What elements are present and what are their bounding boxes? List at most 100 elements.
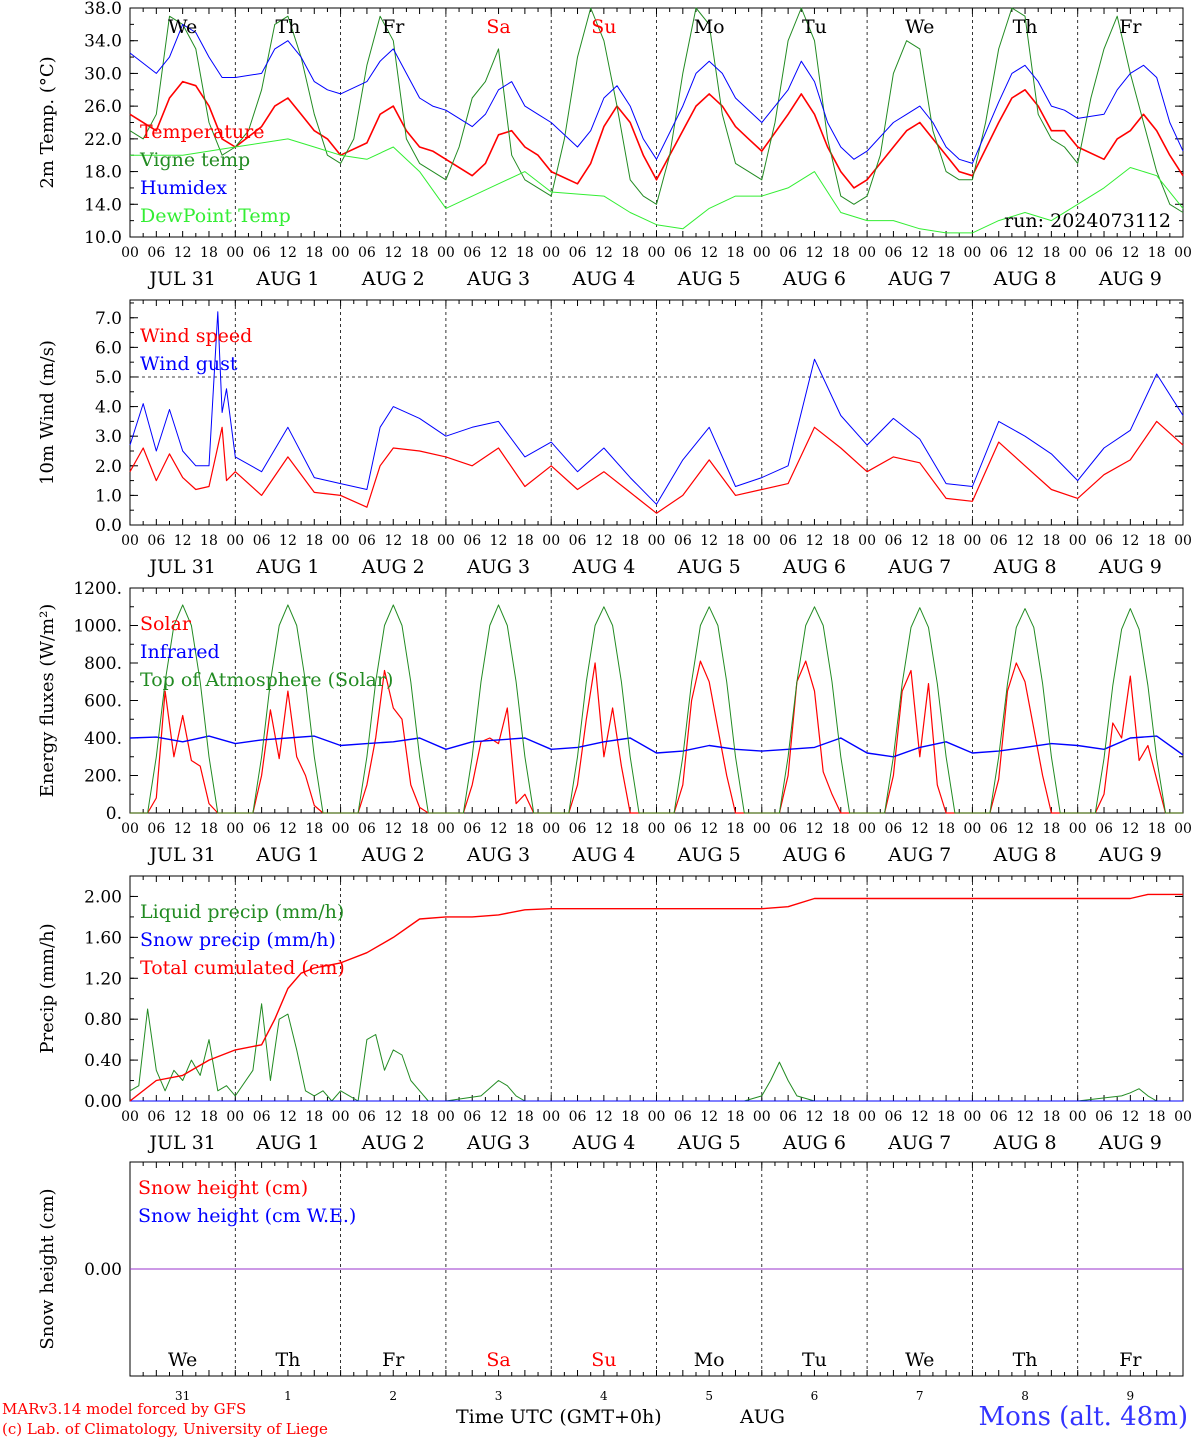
date-label: AUG 3 (466, 556, 530, 578)
weekday-label: Tu (802, 16, 827, 38)
hour-tick-label: 00 (1069, 533, 1087, 549)
hour-tick-label: 12 (384, 533, 402, 549)
hour-tick-label: 18 (1042, 533, 1060, 549)
day-number-label: 31 (175, 1389, 190, 1403)
hour-tick-label: 12 (1016, 821, 1034, 837)
hour-tick-label: 06 (674, 533, 692, 549)
hour-tick-label: 06 (358, 821, 376, 837)
hour-tick-label: 00 (542, 821, 560, 837)
hour-tick-label: 06 (1095, 533, 1113, 549)
hour-tick-label: 12 (279, 245, 297, 261)
hour-tick-label: 18 (1148, 533, 1166, 549)
series-line-3 (130, 604, 1183, 814)
hour-tick-label: 06 (779, 1109, 797, 1125)
series-line-3 (129, 23, 1184, 164)
date-label: AUG 5 (677, 1132, 741, 1154)
hour-tick-label: 06 (674, 821, 692, 837)
date-label: AUG 6 (782, 268, 846, 290)
legend-entry: Snow height (cm W.E.) (138, 1205, 356, 1227)
weekday-label: Tu (802, 1349, 827, 1371)
hour-tick-label: 18 (305, 1109, 323, 1125)
hour-tick-label: 06 (569, 821, 587, 837)
hour-tick-label: 06 (779, 821, 797, 837)
panel-5: 0.00 Snow height (cm) Snow height (cm) Snow… (37, 1161, 1184, 1403)
hour-tick-label: 00 (648, 821, 666, 837)
hour-tick-label: 00 (1069, 245, 1087, 261)
date-label: AUG 4 (571, 268, 635, 290)
y-tick-label: 10.0 (84, 228, 122, 248)
hour-tick-label: 12 (700, 245, 718, 261)
hour-tick-label: 06 (885, 821, 903, 837)
hour-tick-label: 06 (1095, 1109, 1113, 1125)
hour-tick-label: 12 (595, 533, 613, 549)
hour-tick-label: 06 (253, 821, 271, 837)
y-tick-label: 200. (84, 767, 122, 787)
hour-tick-label: 12 (595, 1109, 613, 1125)
date-label: AUG 3 (466, 1132, 530, 1154)
hour-tick-label: 12 (490, 533, 508, 549)
hour-tick-label: 12 (595, 245, 613, 261)
y-axis-label: 2m Temp. (°C) (37, 56, 58, 188)
plot-frame (129, 299, 1184, 526)
lab-credit: (c) Lab. of Climatology, University of L… (2, 1420, 328, 1438)
hour-tick-label: 18 (937, 245, 955, 261)
y-tick-label: 0.00 (84, 1260, 122, 1280)
y-tick-label: 2.0 (95, 457, 122, 477)
date-label: AUG 8 (993, 1132, 1057, 1154)
hour-tick-label: 06 (358, 533, 376, 549)
hour-tick-label: 06 (253, 245, 271, 261)
hour-tick-label: 18 (516, 533, 534, 549)
hour-tick-label: 00 (121, 533, 139, 549)
hour-tick-label: 06 (990, 1109, 1008, 1125)
hour-tick-label: 18 (516, 821, 534, 837)
hour-tick-label: 00 (437, 245, 455, 261)
panel-2: 0.0 1.0 2.0 3.0 4.0 5.0 6.0 7.0 10m Wind (m/s) Wi… (37, 299, 1192, 578)
hour-tick-label: 12 (174, 245, 192, 261)
legend-entry: DewPoint Temp (140, 205, 291, 227)
date-label: AUG 3 (466, 268, 530, 290)
hour-tick-label: 00 (1174, 533, 1192, 549)
date-label: AUG 6 (782, 844, 846, 866)
hour-tick-label: 00 (332, 821, 350, 837)
hour-tick-label: 12 (911, 533, 929, 549)
series-line-2 (129, 7, 1184, 213)
date-label: AUG 1 (255, 844, 319, 866)
hour-tick-label: 06 (674, 245, 692, 261)
hour-tick-label: 18 (832, 821, 850, 837)
hour-tick-label: 00 (648, 1109, 666, 1125)
hour-tick-label: 18 (621, 821, 639, 837)
y-tick-label: 800. (84, 654, 122, 674)
weekday-label: Fr (1119, 16, 1142, 38)
time-axis-label: Time UTC (GMT+0h) (456, 1406, 662, 1428)
hour-tick-label: 00 (121, 1109, 139, 1125)
weekday-label: Sa (486, 1349, 510, 1371)
hour-tick-label: 06 (463, 1109, 481, 1125)
hour-tick-label: 12 (174, 821, 192, 837)
legend-entry: Humidex (140, 177, 227, 199)
hour-tick-label: 00 (437, 1109, 455, 1125)
hour-tick-label: 06 (569, 1109, 587, 1125)
hour-tick-label: 00 (121, 821, 139, 837)
day-number-label: 2 (389, 1389, 397, 1403)
y-axis-label: Energy fluxes (W/m²) (37, 604, 58, 798)
y-tick-label: 0. (106, 804, 122, 824)
series-line-1 (129, 1003, 1183, 1102)
hour-tick-label: 00 (332, 245, 350, 261)
date-label: AUG 7 (887, 1132, 951, 1154)
y-tick-label: 1200. (73, 579, 122, 599)
y-tick-label: 18.0 (84, 163, 122, 183)
day-number-label: 9 (1127, 1389, 1135, 1403)
hour-tick-label: 06 (1095, 821, 1113, 837)
day-number-label: 6 (811, 1389, 819, 1403)
hour-tick-label: 18 (621, 1109, 639, 1125)
date-label: AUG 1 (255, 556, 319, 578)
hour-tick-label: 12 (1121, 821, 1139, 837)
hour-tick-label: 06 (358, 1109, 376, 1125)
hour-tick-label: 12 (911, 1109, 929, 1125)
hour-tick-label: 18 (937, 821, 955, 837)
hour-tick-label: 18 (411, 1109, 429, 1125)
hour-tick-label: 18 (200, 245, 218, 261)
hour-tick-label: 12 (1016, 1109, 1034, 1125)
hour-tick-label: 06 (990, 533, 1008, 549)
date-label: AUG 9 (1098, 268, 1162, 290)
